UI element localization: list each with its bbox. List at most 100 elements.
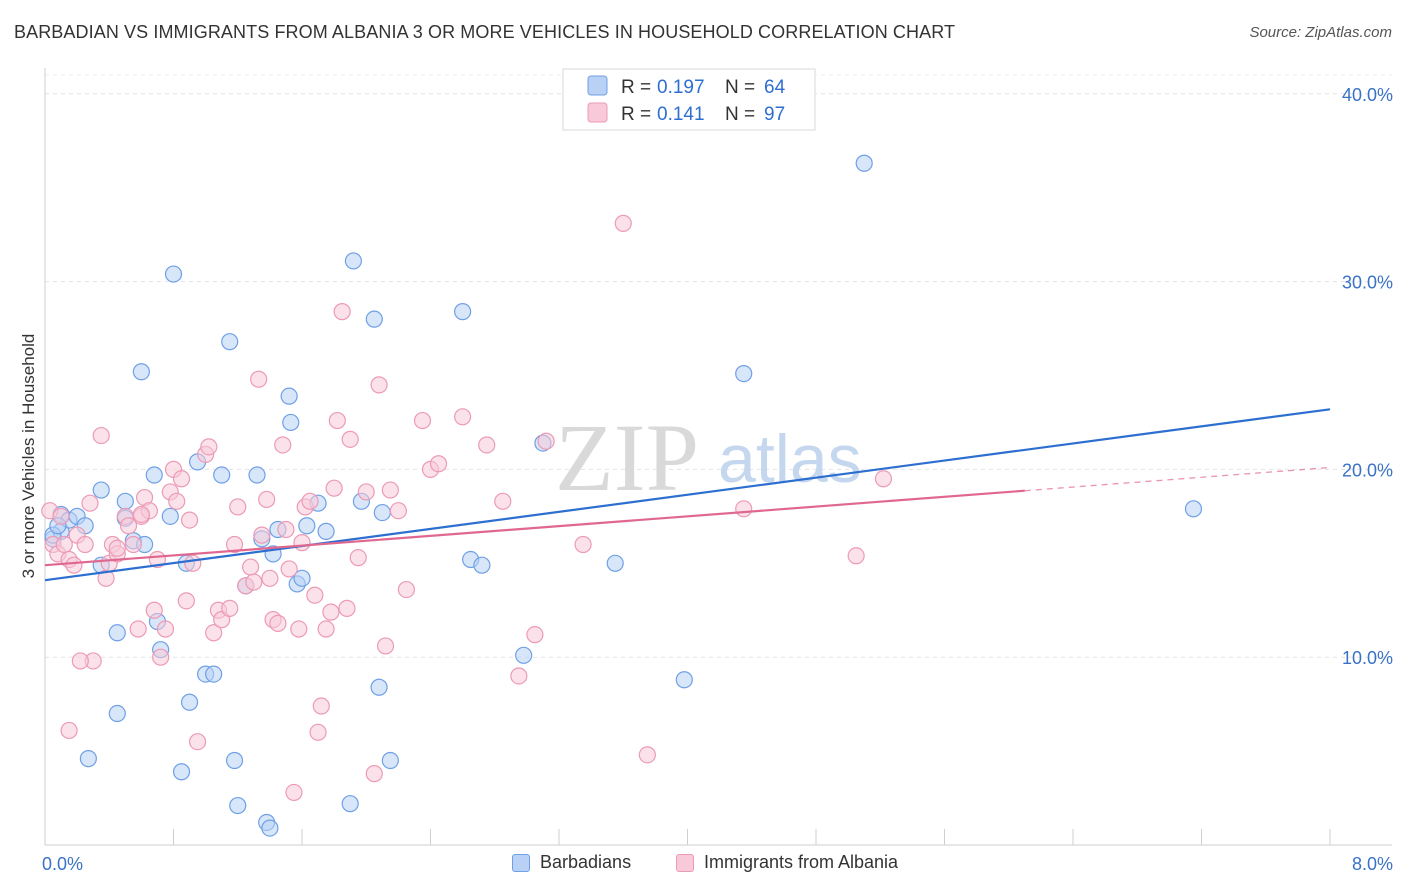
point-albania [188,733,207,751]
point-albania [341,430,359,448]
point-barbadians [735,365,753,383]
point-albania [129,620,147,638]
point-albania [357,483,375,501]
point-barbadians [161,507,179,525]
trend-line-albania [44,489,1025,567]
point-barbadians [116,492,134,510]
data-points [41,154,1203,837]
point-albania [312,697,330,715]
trend-lines [44,408,1331,582]
point-barbadians [229,796,247,815]
point-albania [225,535,244,554]
point-albania [370,376,388,394]
chart-title: BARBADIAN VS IMMIGRANTS FROM ALBANIA 3 O… [14,22,956,42]
point-albania [152,648,170,666]
point-albania [614,214,632,232]
legend-swatch-albania [587,102,608,123]
point-barbadians [108,704,126,723]
point-barbadians [341,795,359,813]
point-albania [242,558,260,576]
legend-n-label-1: N = [725,77,755,98]
x-tick-label-max: 8.0% [1352,854,1393,874]
point-albania [306,586,324,604]
point-albania [478,436,496,454]
point-albania [322,603,340,621]
point-albania [156,620,175,638]
point-barbadians [298,517,316,535]
point-barbadians [454,303,472,321]
point-albania [205,624,223,642]
point-albania [92,426,110,445]
point-albania [180,511,199,529]
legend-r-label-2: R = [621,104,651,125]
legend-r-value-1: 0.197 [657,77,705,98]
point-albania [258,490,276,509]
point-albania [381,481,399,499]
point-barbadians [282,413,300,432]
point-albania [285,783,303,802]
point-albania [365,765,383,783]
chart-source: Source: ZipAtlas.com [1249,24,1392,41]
legend-swatch-icon [512,853,530,872]
point-albania [280,560,298,578]
point-albania [81,494,99,512]
point-albania [494,492,512,510]
point-albania [349,549,367,567]
point-albania [76,535,94,554]
point-albania [454,408,472,426]
point-albania [261,569,279,587]
point-albania [389,502,407,520]
point-albania [325,479,343,497]
point-albania [108,539,126,557]
point-barbadians [473,556,491,574]
correlation-legend: R = 0.197 N = 64 R = 0.141 N = 97 [562,68,816,131]
x-tick-label-min: 0.0% [42,854,83,874]
point-albania [172,470,191,488]
point-barbadians [365,310,383,328]
point-albania [510,667,528,685]
legend-n-value-2: 97 [764,104,785,125]
legend-item-barbadians[interactable]: Barbadians [512,852,631,873]
point-albania [290,620,308,638]
y-axis-label: 3 or more Vehicles in Household [19,334,38,579]
point-barbadians [108,624,126,642]
point-barbadians [248,466,266,484]
point-barbadians [79,750,97,768]
y-tick-label: 10.0% [1342,648,1393,668]
point-albania [277,520,295,539]
point-albania [184,554,202,572]
point-albania [65,556,83,574]
point-albania [119,517,138,535]
point-barbadians [180,693,199,711]
axes: 10.0% 20.0% 30.0% 40.0% 0.0% 8.0% [42,68,1393,874]
legend-item-albania[interactable]: Immigrants from Albania [676,852,898,873]
point-albania [60,721,78,740]
trend-line-barbadians [44,408,1331,582]
legend-label-albania: Immigrants from Albania [704,852,899,872]
legend-r-label-1: R = [621,77,651,98]
point-barbadians [381,751,399,770]
point-barbadians [280,387,298,405]
legend-swatch-barbadians [587,75,608,96]
point-barbadians [205,665,223,683]
point-albania [200,438,218,456]
point-barbadians [92,481,110,499]
legend-r-value-2: 0.141 [657,104,705,125]
point-albania [574,535,592,554]
point-barbadians [164,265,183,283]
point-barbadians [213,466,231,484]
point-barbadians [317,522,335,540]
point-albania [537,432,555,450]
legend-swatch-icon [676,853,694,872]
point-albania [333,303,351,321]
point-albania [269,614,287,632]
legend-n-value-1: 64 [764,77,786,98]
point-albania [309,723,327,741]
point-albania [328,411,346,430]
point-albania [177,592,195,610]
point-barbadians [132,363,150,381]
point-barbadians [370,678,388,696]
point-albania [429,455,448,473]
point-albania [293,534,311,552]
